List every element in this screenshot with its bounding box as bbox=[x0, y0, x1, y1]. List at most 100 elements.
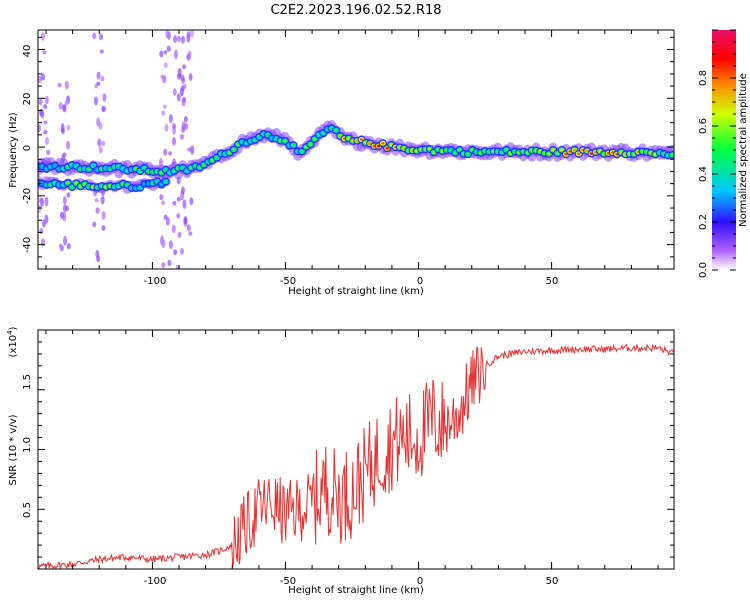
heatmap-noise bbox=[167, 259, 172, 267]
heatmap-cell bbox=[428, 147, 432, 151]
heatmap-noise bbox=[41, 238, 46, 247]
snr-series-line bbox=[38, 343, 674, 569]
heatmap-cell bbox=[74, 164, 78, 168]
heatmap-noise bbox=[189, 30, 194, 38]
heatmap-cell bbox=[181, 166, 185, 170]
heatmap-cell bbox=[74, 181, 78, 185]
bot-y-tick-label: 0.5 bbox=[22, 502, 33, 518]
heatmap-cell bbox=[432, 151, 436, 154]
colorbar-tick-label: 0.8 bbox=[698, 70, 709, 86]
heatmap-cell bbox=[257, 135, 262, 139]
heatmap-noise bbox=[44, 95, 49, 105]
heatmap-noise bbox=[38, 124, 41, 133]
heatmap-noise bbox=[183, 216, 188, 225]
heatmap-noise bbox=[182, 64, 187, 70]
bot-x-axis-label: Height of straight line (km) bbox=[288, 585, 424, 596]
heatmap-cell bbox=[164, 168, 168, 172]
heatmap-noise bbox=[99, 49, 104, 54]
heatmap-noise bbox=[176, 93, 181, 102]
top-y-tick-label: 40 bbox=[22, 45, 33, 58]
heatmap-noise bbox=[182, 83, 187, 89]
heatmap-noise bbox=[179, 133, 184, 140]
heatmap-cell bbox=[266, 133, 270, 137]
heatmap-noise bbox=[61, 104, 66, 111]
heatmap-noise bbox=[176, 196, 181, 202]
heatmap-noise bbox=[45, 136, 50, 146]
snr-scale-label: (x104) bbox=[6, 326, 19, 357]
heatmap-cell bbox=[125, 183, 130, 187]
heatmap-noise bbox=[96, 81, 101, 86]
heatmap-noise bbox=[166, 45, 171, 52]
heatmap-noise bbox=[58, 243, 63, 249]
heatmap-noise bbox=[160, 74, 165, 79]
bot-x-tick-label: 50 bbox=[546, 576, 559, 587]
heatmap-cell bbox=[91, 164, 95, 167]
heatmap-noise bbox=[95, 207, 100, 214]
heatmap-cell bbox=[215, 156, 219, 160]
heatmap-noise bbox=[39, 228, 44, 235]
heatmap-noise bbox=[168, 151, 173, 156]
heatmap-noise bbox=[97, 138, 102, 147]
heatmap-cell bbox=[138, 169, 142, 173]
heatmap-cell bbox=[381, 141, 385, 145]
heatmap-cell bbox=[313, 137, 317, 141]
heatmap-noise bbox=[42, 219, 47, 228]
heatmap-noise bbox=[171, 224, 176, 234]
heatmap-cell bbox=[283, 139, 287, 143]
heatmap-noise bbox=[101, 105, 106, 113]
colorbar-ticks bbox=[712, 29, 736, 271]
heatmap-noise bbox=[177, 231, 182, 238]
top-x-tick-label: 50 bbox=[546, 276, 559, 287]
top-y-tick-label: 0 bbox=[22, 145, 33, 151]
heatmap-cell bbox=[138, 186, 142, 190]
heatmap-noise bbox=[172, 200, 177, 206]
top-y-tick-label: -40 bbox=[22, 237, 33, 253]
heatmap-cell bbox=[142, 166, 147, 170]
heatmap-cell bbox=[185, 169, 189, 173]
heatmap-cell bbox=[300, 150, 304, 153]
heatmap-cell bbox=[321, 131, 325, 135]
snr-marks bbox=[38, 343, 674, 569]
heatmap-noise bbox=[172, 88, 177, 96]
heatmap-noise bbox=[159, 50, 164, 58]
snr-scale-base: (x10 bbox=[8, 335, 19, 358]
heatmap-noise bbox=[176, 213, 181, 219]
spectrogram-panel: -100 -50 0 50 Height of straight line (k… bbox=[8, 29, 675, 297]
heatmap-noise bbox=[94, 198, 99, 203]
heatmap-cell bbox=[547, 152, 551, 156]
heatmap-cell bbox=[572, 148, 577, 152]
heatmap-noise bbox=[57, 82, 62, 88]
heatmap-noise bbox=[190, 145, 195, 155]
heatmap-noise bbox=[161, 200, 166, 206]
heatmap-noise bbox=[183, 116, 188, 123]
heatmap-noise bbox=[60, 123, 65, 133]
heatmap-noise bbox=[40, 32, 45, 41]
heatmap-noise bbox=[43, 129, 48, 135]
heatmap-cell bbox=[551, 148, 555, 152]
heatmap-cell bbox=[377, 144, 381, 148]
bot-x-tick-label: -50 bbox=[280, 576, 296, 587]
top-y-tick-label: 20 bbox=[22, 93, 33, 106]
heatmap-cell bbox=[87, 167, 91, 171]
bot-y-tick-label: 1.5 bbox=[22, 374, 33, 390]
heatmap-cell bbox=[70, 185, 74, 189]
heatmap-noise bbox=[65, 205, 70, 212]
heatmap-cell bbox=[598, 149, 602, 153]
heatmap-noise bbox=[171, 122, 176, 130]
heatmap-cell bbox=[504, 148, 508, 152]
heatmap-noise bbox=[58, 102, 63, 110]
colorbar-tick-label: 0.0 bbox=[698, 262, 709, 278]
heatmap-noise bbox=[180, 186, 185, 195]
heatmap-noise bbox=[92, 32, 97, 40]
heatmap-noise bbox=[161, 239, 166, 249]
heatmap-cell bbox=[577, 152, 581, 156]
snr-scale-exp: 4 bbox=[6, 330, 14, 335]
heatmap-noise bbox=[179, 86, 184, 97]
heatmap-cell bbox=[291, 143, 296, 147]
bot-y-axis-label: SNR (10 * v/v) bbox=[8, 414, 19, 485]
bot-x-tick-label: -100 bbox=[144, 576, 167, 587]
top-x-tick-label: -50 bbox=[280, 276, 296, 287]
heatmap-cell bbox=[308, 142, 313, 146]
heatmap-cell bbox=[670, 153, 674, 157]
